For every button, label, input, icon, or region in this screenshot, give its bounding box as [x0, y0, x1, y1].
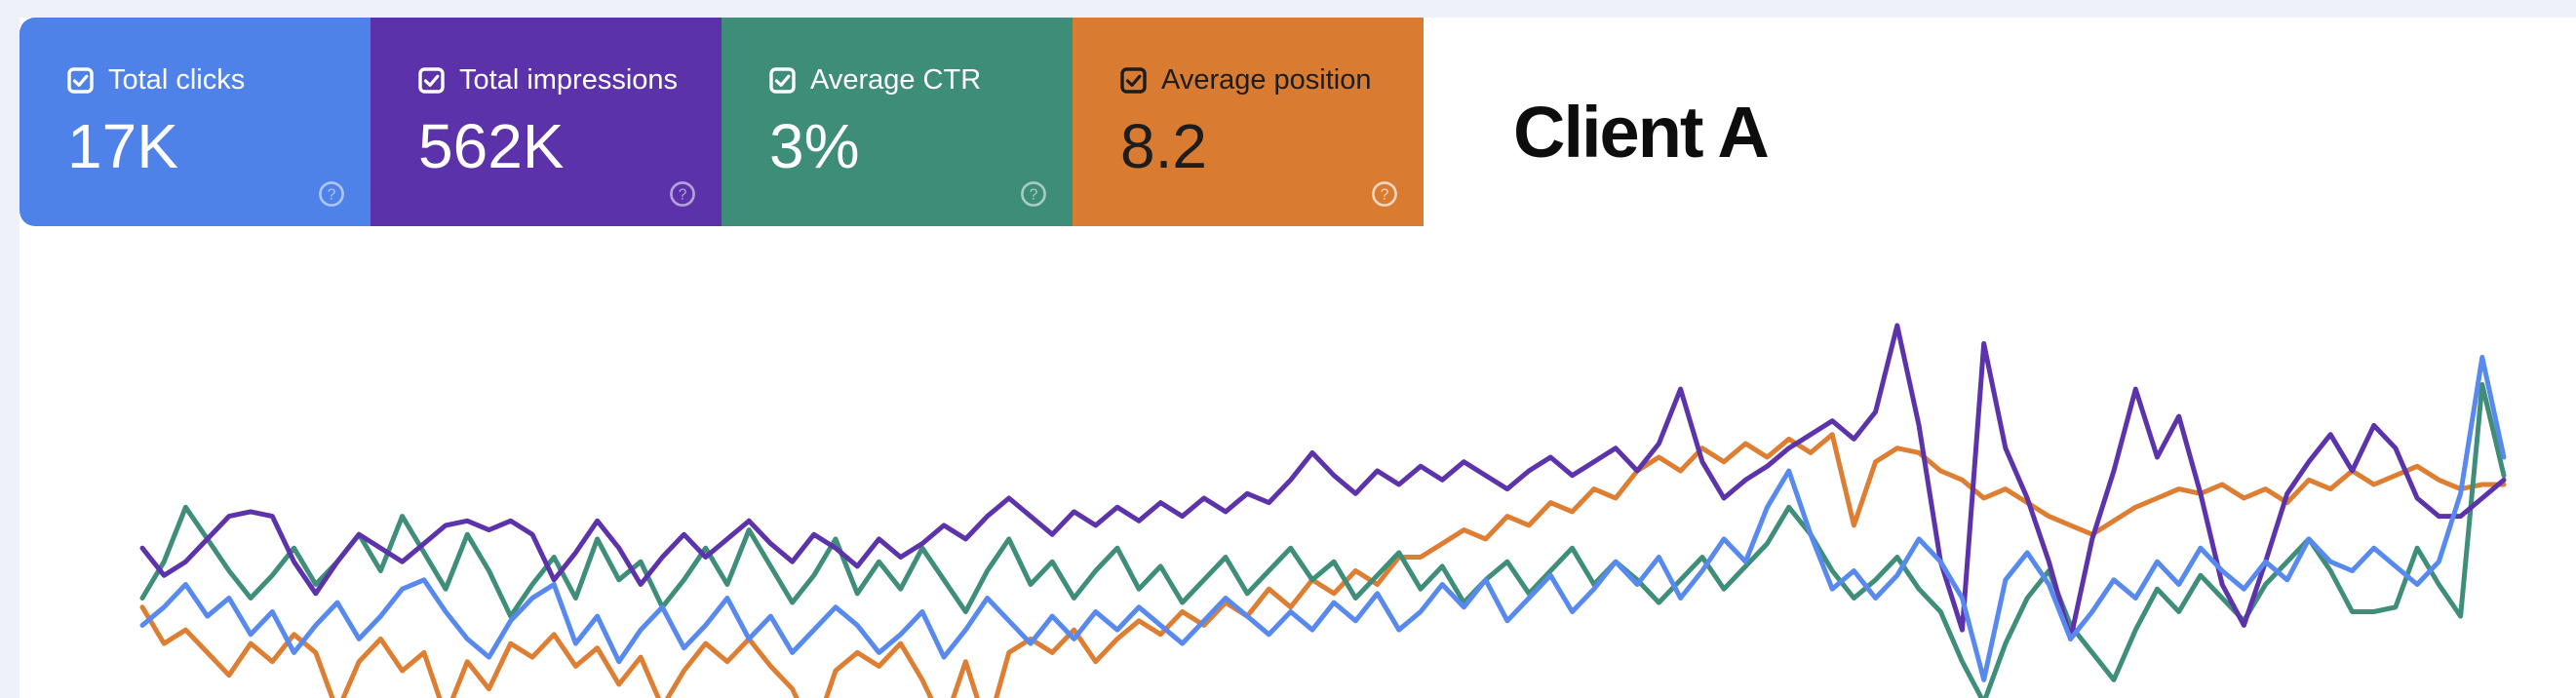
chart-line-position: [139, 432, 2507, 698]
scorecard-header-row: Average CTR: [769, 66, 981, 95]
metric-label: Total impressions: [459, 64, 679, 96]
performance-line-chart[interactable]: [139, 244, 2507, 698]
metric-label: Total clicks: [108, 64, 246, 96]
metric-value: 17K: [67, 111, 178, 181]
metric-value: 8.2: [1120, 111, 1207, 181]
scorecard-average-ctr[interactable]: Average CTR 3% ?: [722, 18, 1073, 226]
metric-label: Average position: [1161, 64, 1372, 96]
page-background-strip-left: [0, 0, 20, 698]
checked-checkbox-icon[interactable]: [67, 67, 94, 94]
scorecard-header-row: Total clicks: [67, 66, 245, 95]
checked-checkbox-icon[interactable]: [418, 67, 445, 94]
scorecard-total-clicks[interactable]: Total clicks 17K ?: [20, 18, 371, 226]
svg-text:?: ?: [679, 186, 687, 203]
checked-checkbox-icon[interactable]: [769, 67, 796, 94]
chart-line-impressions: [139, 323, 2507, 641]
checked-checkbox-icon[interactable]: [1120, 67, 1147, 94]
chart-line-clicks: [139, 355, 2507, 682]
help-icon[interactable]: ?: [318, 180, 345, 208]
help-icon[interactable]: ?: [1371, 180, 1398, 208]
metric-scorecards: Total clicks 17K ? Total impressions 562…: [20, 18, 1424, 226]
scorecard-header-row: Average position: [1120, 66, 1372, 95]
svg-text:?: ?: [1030, 186, 1038, 203]
scorecard-header-row: Total impressions: [418, 66, 678, 95]
metric-value: 3%: [769, 111, 860, 181]
chart-line-ctr: [139, 382, 2507, 698]
client-name-title: Client A: [1513, 92, 1770, 173]
page-background-strip-top: [0, 0, 2576, 18]
svg-text:?: ?: [1381, 186, 1389, 203]
svg-text:?: ?: [328, 186, 336, 203]
scorecard-average-position[interactable]: Average position 8.2 ?: [1073, 18, 1424, 226]
metric-value: 562K: [418, 111, 565, 181]
help-icon[interactable]: ?: [669, 180, 696, 208]
help-icon[interactable]: ?: [1020, 180, 1047, 208]
scorecard-total-impressions[interactable]: Total impressions 562K ?: [371, 18, 722, 226]
metric-label: Average CTR: [810, 64, 982, 96]
